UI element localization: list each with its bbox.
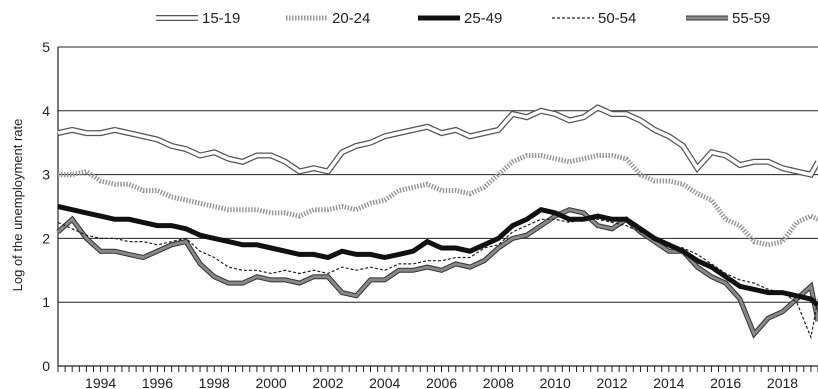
- legend-entry-55-59: 55-59: [686, 10, 770, 27]
- axes: 0 1 2 3 4 5 1994 1996 1998 2000 2002 2004 2006 2008 20…: [42, 39, 818, 389]
- series-group: [56, 104, 818, 340]
- x-tick-label: 2012: [596, 375, 627, 389]
- legend-label: 25-49: [464, 10, 502, 27]
- legend-label: 50-54: [598, 10, 636, 27]
- y-tick-label: 1: [42, 294, 50, 310]
- series-line-55-59: [56, 207, 818, 339]
- series-line-stroke: [57, 204, 818, 308]
- series-line-stroke: [57, 218, 818, 340]
- x-tick-label: 1996: [142, 375, 173, 389]
- x-tick-label: 1994: [85, 375, 116, 389]
- series-line-50-54: [57, 218, 818, 340]
- series-line-stroke: [57, 105, 818, 177]
- legend-entry-20-24: 20-24: [286, 10, 370, 27]
- legend-label: 15-19: [202, 10, 240, 27]
- legend-entry-50-54: 50-54: [552, 10, 636, 27]
- y-tick-label: 0: [42, 358, 50, 374]
- legend: 15-19 20-24 25-49 50-54 55-59: [156, 10, 770, 27]
- y-tick-label: 2: [42, 230, 50, 246]
- y-tick-label: 5: [42, 39, 50, 55]
- x-tick-label: 2008: [483, 375, 514, 389]
- series-line-stroke: [57, 104, 818, 179]
- series-line-15-19: [57, 104, 818, 179]
- x-tick-label: 1998: [199, 375, 230, 389]
- x-tick-label: 2002: [312, 375, 343, 389]
- y-axis-title: Log of the unemployment rate: [10, 119, 25, 292]
- x-tick-label: 2004: [369, 375, 400, 389]
- x-tick-label: 2006: [426, 375, 457, 389]
- y-tick-label: 4: [42, 103, 50, 119]
- legend-label: 55-59: [732, 10, 770, 27]
- series-line-20-24: [58, 153, 818, 248]
- legend-label: 20-24: [332, 10, 370, 27]
- x-tick-label: 2016: [710, 375, 741, 389]
- x-tick-label: 2018: [767, 375, 798, 389]
- x-tick-label: 2000: [256, 375, 287, 389]
- series-line-25-49: [57, 204, 818, 308]
- y-tick-label: 3: [42, 167, 50, 183]
- series-line-stroke: [58, 153, 818, 248]
- series-line-stroke: [57, 208, 818, 337]
- x-tick-label: 2014: [653, 375, 684, 389]
- legend-entry-15-19: 15-19: [156, 10, 240, 27]
- x-tick-label: 2010: [540, 375, 571, 389]
- legend-entry-25-49: 25-49: [418, 10, 502, 27]
